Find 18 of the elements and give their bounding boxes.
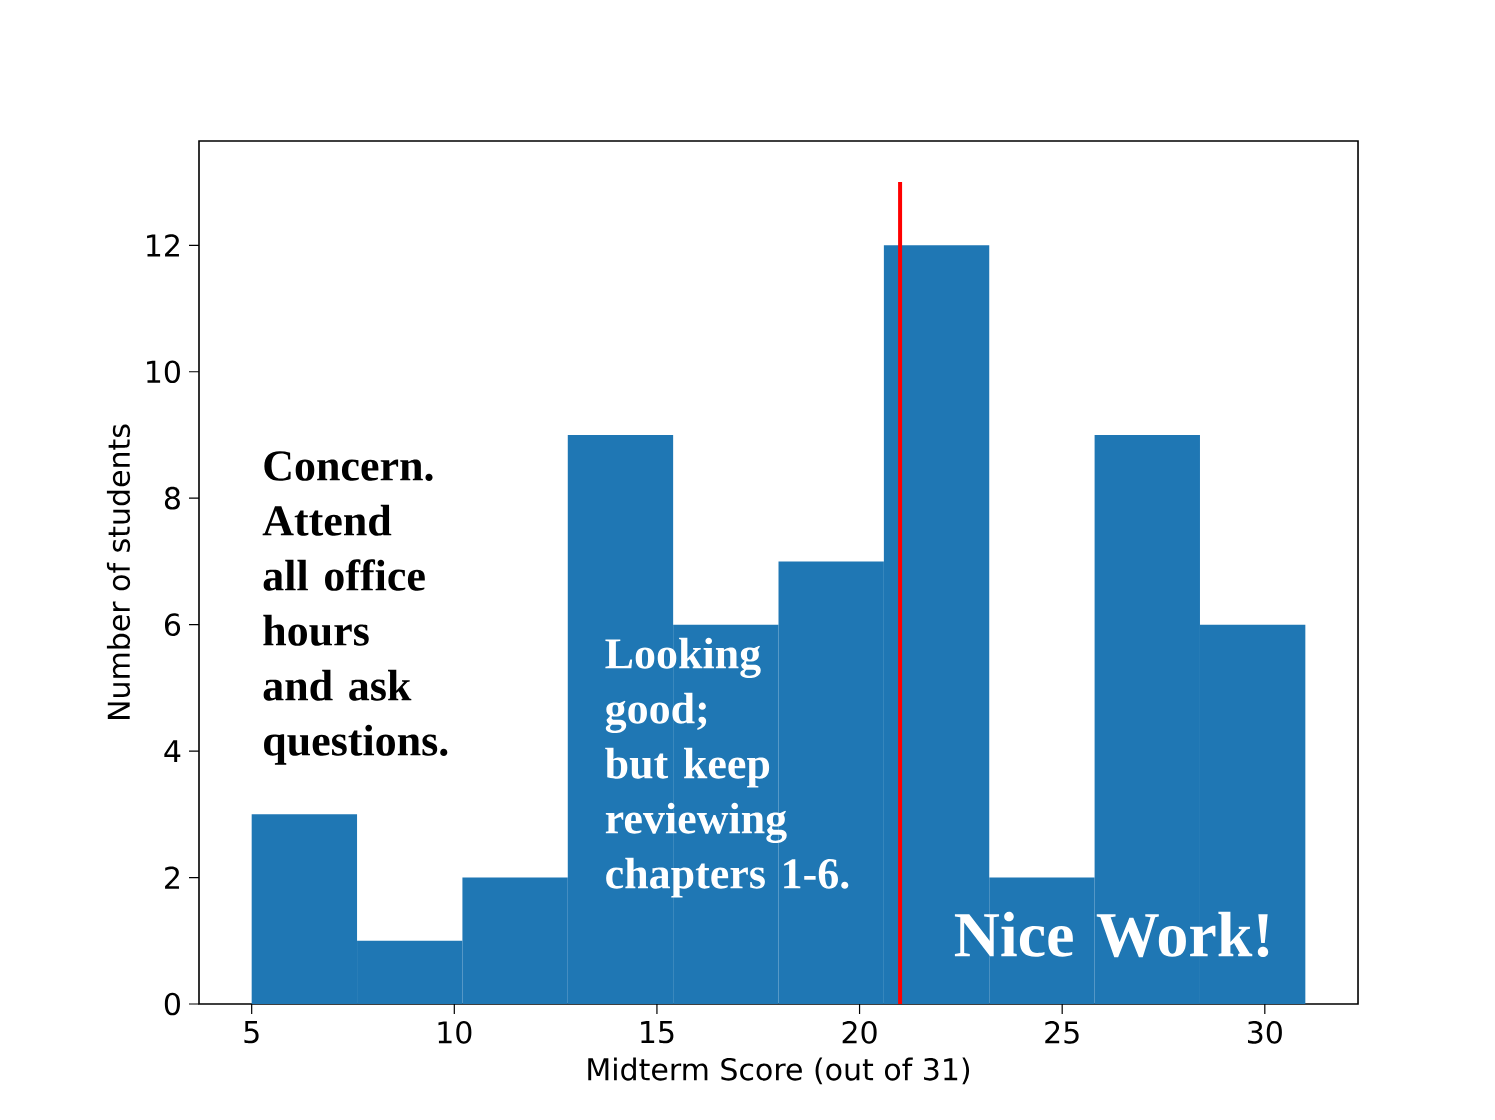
annotation: Looking good; but keep reviewing chapters 1-6. xyxy=(605,637,849,898)
x-tick-label: 5 xyxy=(244,1021,259,1044)
x-tick-label: 25 xyxy=(1045,1021,1079,1044)
y-tick-label: 6 xyxy=(164,613,181,637)
y-axis-title: Number of students xyxy=(106,424,131,719)
x-tick-label: 30 xyxy=(1248,1021,1282,1044)
y-tick-label: 4 xyxy=(164,740,181,763)
y-tick-label: 10 xyxy=(147,360,180,384)
y-tick-label: 8 xyxy=(164,486,180,510)
y-tick-label: 0 xyxy=(164,992,180,1016)
x-tick-label: 10 xyxy=(438,1021,472,1044)
annotation: Concern. Attend all office hours and ask questions. xyxy=(262,451,448,765)
x-axis-title: Midterm Score (out of 31) xyxy=(588,1057,970,1085)
y-tick-label: 12 xyxy=(147,234,179,257)
x-tick-label: 15 xyxy=(641,1021,674,1044)
x-tick-label: 20 xyxy=(842,1021,877,1044)
annotation: Nice Work! xyxy=(954,911,1269,958)
y-tick-label: 2 xyxy=(165,866,179,889)
